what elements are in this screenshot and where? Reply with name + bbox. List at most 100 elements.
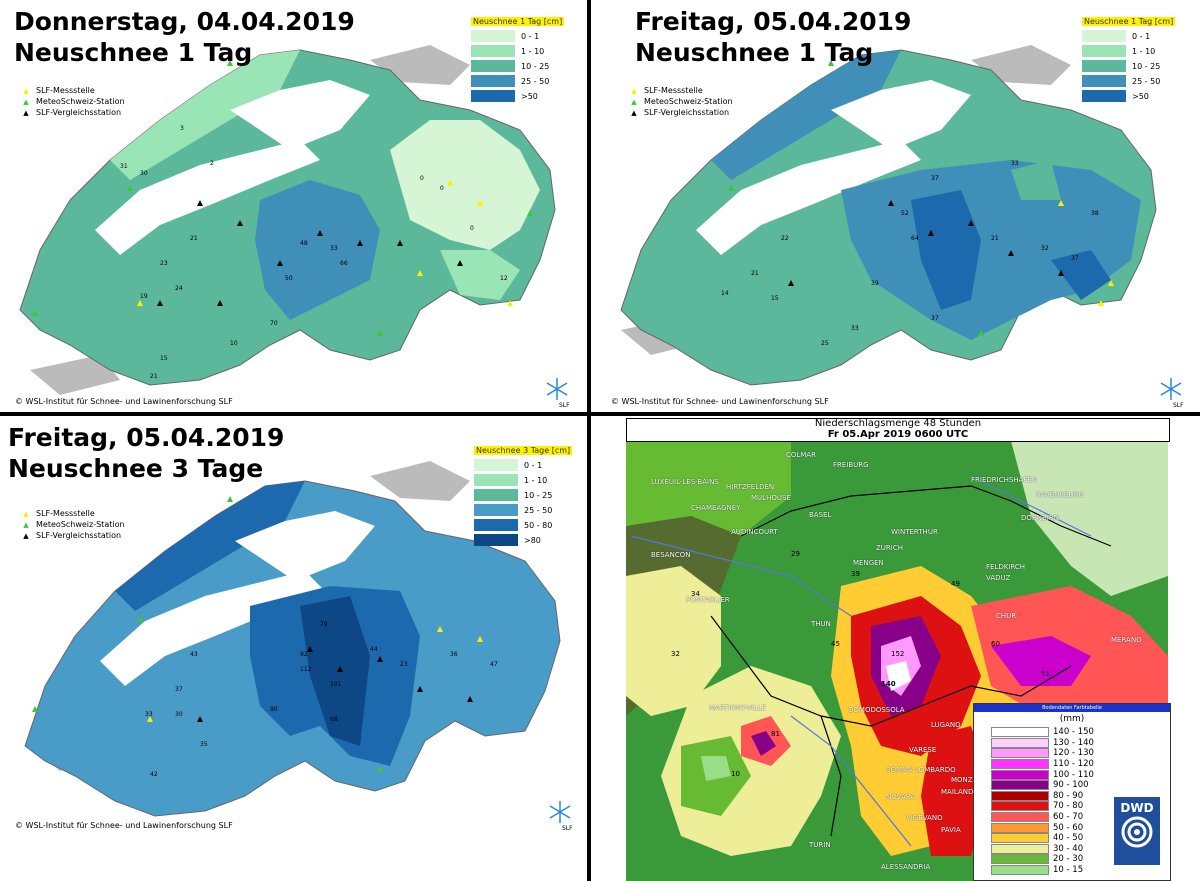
svg-text:12: 12	[500, 275, 508, 282]
station-legend: ▲ SLF-Messstelle ▲ MeteoSchweiz-Station ▲ S…	[20, 508, 125, 541]
title-date: Freitag, 05.04.2019	[635, 7, 912, 36]
svg-text:68: 68	[330, 716, 338, 723]
svg-text:47: 47	[490, 661, 498, 668]
svg-text:21: 21	[991, 235, 999, 242]
svg-text:30: 30	[140, 170, 148, 177]
station-legend-item: ▲ MeteoSchweiz-Station	[20, 96, 124, 107]
svg-text:37: 37	[931, 175, 939, 182]
legend-item: 1 - 10	[1082, 45, 1175, 57]
title-subject: Neuschnee 1 Tag	[635, 38, 874, 67]
svg-text:34: 34	[691, 590, 700, 598]
legend-item: 90 - 100	[991, 780, 1170, 791]
city-label: SOMMA LOMBARDO	[886, 766, 956, 774]
switzerland-snow-map: 37 33 52 64 21 32 37 38 22 21 15 14 39 37 33 25	[620, 45, 1157, 386]
legend-item: 70 - 80	[991, 801, 1170, 812]
legend-item: 25 - 50	[1082, 75, 1175, 87]
snow-legend: Neuschnee 1 Tag [cm] 0 - 1 1 - 10 10 - 2…	[471, 17, 565, 105]
city-label: VARESE	[909, 746, 937, 754]
svg-text:42: 42	[150, 771, 158, 778]
slf-logo-icon: SLF	[1160, 378, 1184, 409]
svg-text:21: 21	[190, 235, 198, 242]
city-label: TURIN	[809, 841, 831, 849]
svg-text:32: 32	[1041, 245, 1049, 252]
svg-text:23: 23	[400, 661, 408, 668]
city-label: FRIEDRICHSHAFEN	[971, 476, 1038, 484]
dwd-logo: DWD	[1114, 797, 1160, 865]
station-legend-item: ▲ SLF-Messstelle	[20, 508, 125, 519]
precipitation-legend: Bodendaten Farbtabelle (mm) 140 - 150 13…	[973, 703, 1171, 881]
svg-text:43: 43	[190, 651, 198, 658]
panel-divider-horizontal	[0, 412, 1200, 416]
legend-item: 30 - 40	[991, 843, 1170, 855]
slf-logo-icon: SLF	[549, 801, 573, 832]
legend-item: >50	[1082, 90, 1175, 102]
city-label: CHUR	[996, 612, 1017, 620]
dwd-map-title: Niederschlagsmenge 48 Stunden Fr 05.Apr …	[626, 418, 1170, 442]
title-date: Freitag, 05.04.2019	[8, 423, 285, 452]
title-date: Donnerstag, 04.04.2019	[14, 7, 355, 36]
legend-item: 0 - 1	[1082, 30, 1175, 42]
svg-text:SLF: SLF	[562, 825, 573, 832]
legend-item: 50 - 80	[474, 519, 572, 531]
svg-text:14: 14	[721, 290, 729, 297]
svg-text:101: 101	[330, 681, 342, 688]
svg-text:50: 50	[285, 275, 293, 282]
station-legend-item: ▲ SLF-Vergleichsstation	[20, 530, 125, 541]
svg-text:33: 33	[330, 245, 338, 252]
station-legend-item: ▲ MeteoSchweiz-Station	[628, 96, 732, 107]
legend-item: 120 - 130	[991, 748, 1170, 759]
svg-text:33: 33	[145, 711, 153, 718]
station-legend-item: ▲ SLF-Messstelle	[20, 85, 125, 96]
legend-item: 10 - 15	[991, 865, 1170, 876]
snow-map-panel-thursday: 3 2 31 30 21 23 24 19 48 33 66 50 0 0 0 12 10 70 15 21 …	[0, 0, 587, 412]
svg-text:19: 19	[140, 293, 148, 300]
legend-header: Bodendaten Farbtabelle	[974, 704, 1170, 712]
dwd-title-date: Fr 05.Apr 2019 0600 UTC	[827, 429, 969, 440]
city-label: THUN	[811, 620, 831, 628]
station-legend-item: ▲ SLF-Vergleichsstation	[20, 107, 125, 118]
svg-text:48: 48	[300, 240, 308, 247]
legend-title: Neuschnee 3 Tage [cm]	[474, 446, 573, 455]
panel-divider-vertical	[587, 0, 591, 881]
panel-title: Donnerstag, 04.04.2019 Neuschnee 1 Tag	[14, 6, 355, 68]
legend-item: 10 - 25	[1082, 60, 1175, 72]
legend-title: Neuschnee 1 Tag [cm]	[471, 17, 565, 26]
legend-title: Neuschnee 1 Tag [cm]	[1082, 17, 1176, 26]
station-legend: ▲ SLF-Messstelle ▲ MeteoSchweiz-Station ▲ S…	[20, 85, 125, 118]
svg-text:38: 38	[1091, 210, 1099, 217]
svg-text:37: 37	[931, 315, 939, 322]
triangle-icon: ▲	[631, 86, 637, 95]
copyright: © WSL-Institut für Schnee- und Lawinenfo…	[15, 821, 233, 830]
legend-item: 60 - 70	[991, 812, 1170, 823]
legend-item: 50 - 60	[991, 822, 1170, 833]
svg-text:21: 21	[751, 270, 759, 277]
station-legend-item: ▲ MeteoSchweiz-Station	[20, 519, 124, 530]
svg-text:112: 112	[300, 666, 312, 673]
legend-item: 20 - 30	[991, 854, 1170, 865]
station-legend: ▲ SLF-Messstelle ▲ MeteoSchweiz-Station ▲ S…	[628, 85, 732, 118]
svg-text:24: 24	[175, 285, 183, 292]
city-label: FELDKIRCH	[986, 563, 1026, 571]
precipitation-map: 140 152 45 81 60 51 34 32 10 29 39 49	[626, 441, 1168, 881]
city-label: BESANCON	[651, 551, 691, 559]
svg-text:49: 49	[951, 580, 960, 588]
svg-text:90: 90	[270, 706, 278, 713]
svg-text:10: 10	[230, 340, 238, 347]
svg-text:39: 39	[871, 280, 879, 287]
svg-text:60: 60	[991, 640, 1000, 648]
triangle-icon: ▲	[631, 108, 637, 117]
swirl-icon	[1121, 816, 1153, 848]
svg-text:SLF: SLF	[559, 402, 570, 409]
triangle-icon: ▲	[631, 97, 637, 106]
svg-text:37: 37	[1071, 255, 1079, 262]
legend-item: 1 - 10	[474, 474, 572, 486]
svg-text:0: 0	[470, 225, 474, 232]
svg-text:44: 44	[370, 646, 378, 653]
city-label: LUGANO	[931, 721, 961, 729]
slf-logo-icon: SLF	[546, 378, 570, 409]
legend-item: >50	[471, 90, 564, 102]
svg-text:0: 0	[420, 175, 424, 182]
svg-text:15: 15	[160, 355, 168, 362]
city-label: ZURICH	[876, 544, 903, 552]
city-label: MENGEN	[853, 559, 884, 567]
